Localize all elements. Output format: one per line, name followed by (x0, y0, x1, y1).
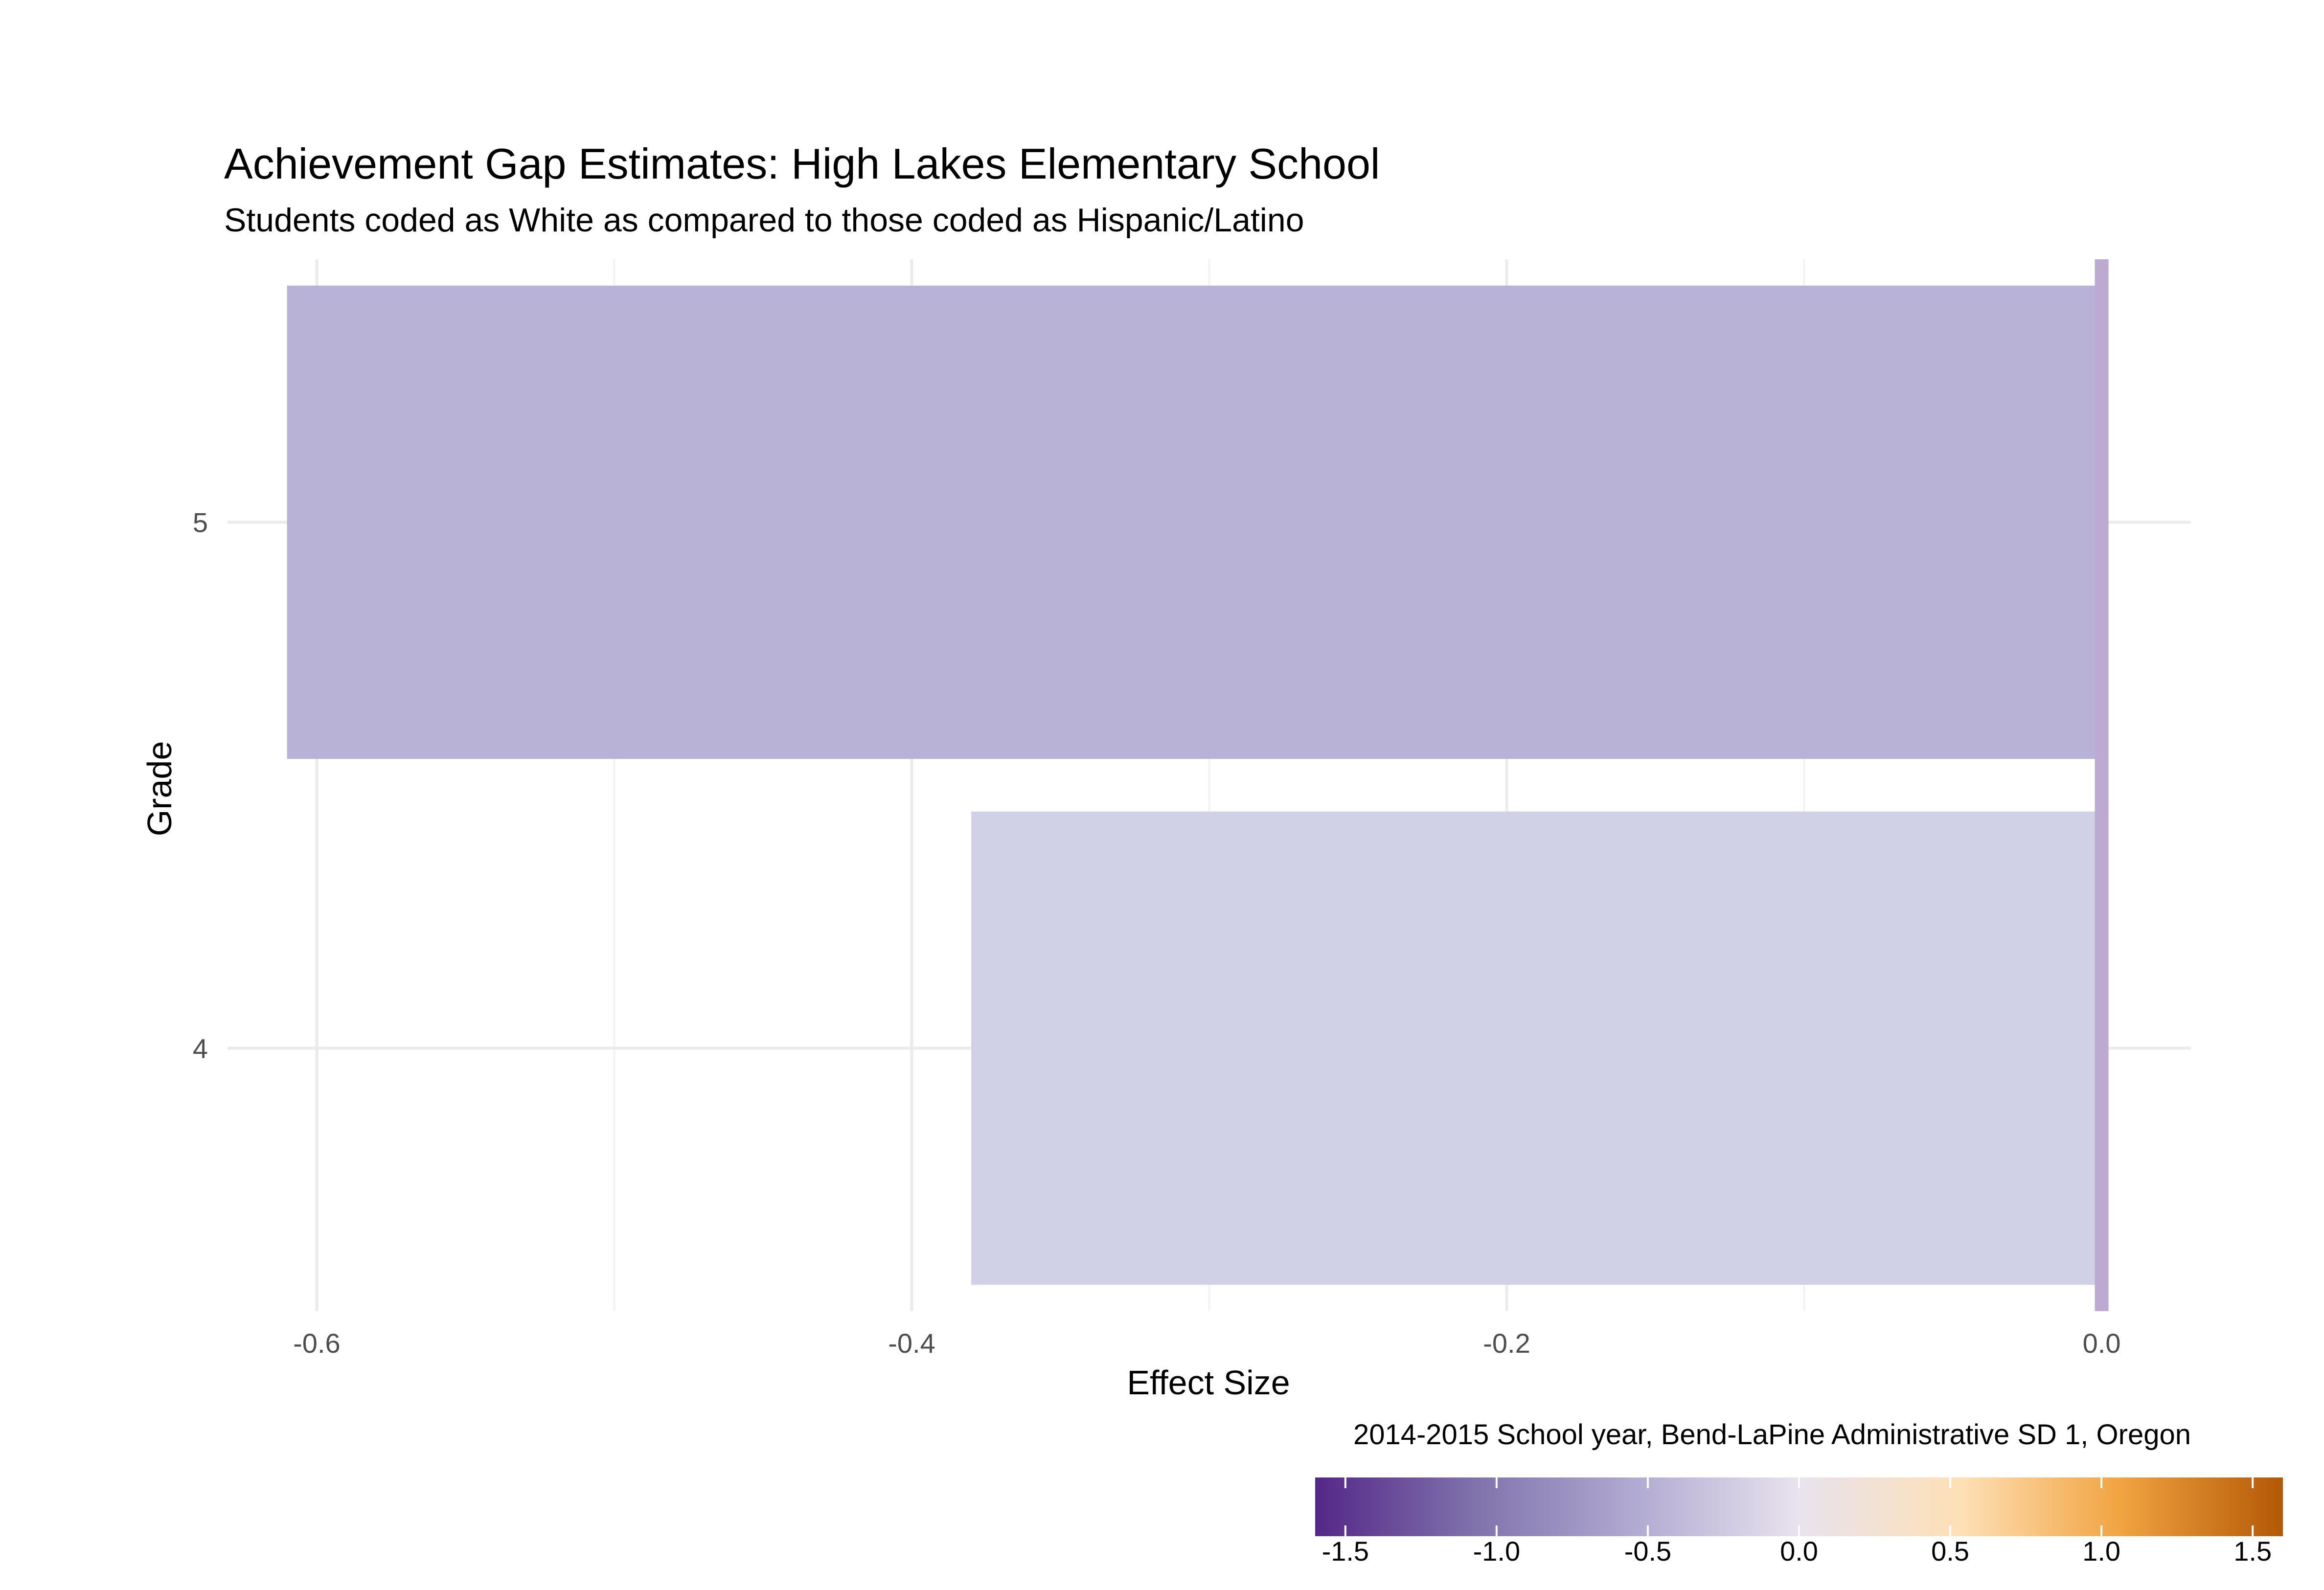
x-tick-label: -0.2 (1483, 1328, 1530, 1359)
colorbar-tick-label: -1.0 (1473, 1536, 1521, 1567)
colorbar-legend: -1.5 -1.0 -0.5 0.0 0.5 1.0 1.5 (1315, 1477, 2283, 1567)
colorbar-tick-label: 0.5 (1931, 1536, 1969, 1567)
bars (287, 286, 2102, 1285)
colorbar-tick-label: 1.5 (2233, 1536, 2272, 1567)
y-tick-label: 4 (193, 1033, 208, 1064)
colorbar-tick-label: -0.5 (1624, 1536, 1672, 1567)
bar-grade-4 (971, 812, 2102, 1285)
bar-grade-5 (287, 286, 2102, 759)
y-axis-tick-labels: 45 (193, 507, 208, 1064)
x-tick-label: 0.0 (2083, 1328, 2121, 1359)
chart-title: Achievement Gap Estimates: High Lakes El… (224, 139, 1380, 188)
x-tick-label: -0.6 (293, 1328, 341, 1359)
colorbar-tick-label: 1.0 (2082, 1536, 2120, 1567)
colorbar-tick-label: -1.5 (1322, 1536, 1369, 1567)
x-tick-label: -0.4 (888, 1328, 935, 1359)
x-axis-title: Effect Size (1127, 1363, 1290, 1402)
y-tick-label: 5 (193, 507, 208, 538)
colorbar-tick-label: 0.0 (1780, 1536, 1818, 1567)
chart-caption: 2014-2015 School year, Bend-LaPine Admin… (1353, 1419, 2191, 1451)
x-axis-tick-labels: -0.6 -0.4 -0.2 0.0 (293, 1328, 2120, 1359)
y-axis-title: Grade (140, 741, 179, 837)
chart-subtitle: Students coded as White as compared to t… (224, 202, 1304, 239)
